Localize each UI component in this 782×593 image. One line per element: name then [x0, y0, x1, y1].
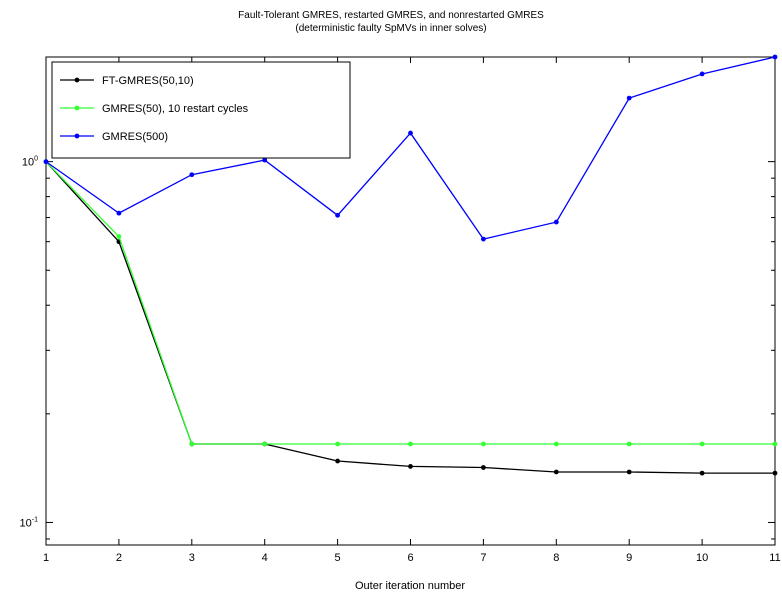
data-point	[262, 157, 268, 163]
data-point	[699, 441, 705, 447]
data-point	[408, 130, 413, 136]
x-tick-label: 4	[262, 552, 268, 564]
data-point	[699, 71, 705, 77]
data-point	[553, 441, 559, 447]
data-point	[335, 458, 340, 464]
legend-marker	[74, 105, 80, 111]
y-tick-label: 100	[22, 156, 38, 169]
legend-marker	[74, 77, 80, 83]
data-point	[626, 441, 632, 447]
legend-marker	[74, 133, 80, 139]
x-tick-label: 9	[626, 552, 632, 564]
data-point	[335, 212, 340, 218]
x-tick-label: 7	[480, 552, 486, 564]
data-point	[189, 441, 195, 447]
x-tick-label: 6	[407, 552, 413, 564]
x-axis-label: Outer iteration number	[355, 580, 465, 592]
legend-label: GMRES(500)	[102, 131, 168, 143]
data-point	[772, 470, 778, 476]
data-point	[189, 172, 195, 178]
data-point	[772, 54, 778, 60]
data-point	[553, 219, 559, 225]
legend-box	[51, 61, 351, 159]
x-tick-label: 2	[116, 552, 122, 564]
legend-label: GMRES(50), 10 restart cycles	[102, 103, 249, 115]
x-tick-label: 1	[43, 552, 49, 564]
legend-label: FT-GMRES(50,10)	[102, 75, 194, 87]
x-tick-label: 11	[769, 552, 780, 564]
data-point	[408, 441, 413, 447]
data-point	[481, 441, 486, 447]
data-point	[116, 234, 122, 239]
data-point	[262, 441, 268, 447]
chart-title: Fault-Tolerant GMRES, restarted GMRES, a…	[238, 10, 544, 21]
legend: FT-GMRES(50,10) GMRES(50), 10 restart cyc…	[51, 61, 351, 159]
x-tick-label: 3	[189, 552, 195, 564]
x-tick-label: 5	[335, 552, 341, 564]
data-point	[43, 159, 49, 165]
data-point	[481, 465, 486, 470]
chart-subtitle: (deterministic faulty SpMVs in inner sol…	[295, 23, 487, 34]
y-tick-label: 10-1	[20, 516, 39, 529]
data-point	[772, 441, 778, 447]
x-tick-label: 10	[696, 552, 708, 564]
x-tick-label: 8	[553, 552, 559, 564]
series-lines	[43, 54, 778, 476]
data-point	[699, 470, 705, 476]
data-point	[116, 210, 122, 216]
data-point	[626, 95, 632, 101]
data-point	[626, 469, 632, 475]
tick-marks	[45, 57, 776, 545]
data-point	[335, 441, 340, 447]
data-point	[408, 464, 413, 469]
x-tick-labels: 1 2 3 4 5 6 7 8 9 10 11	[43, 552, 781, 564]
data-point	[481, 236, 486, 242]
y-tick-labels: 100 10-1	[20, 156, 39, 530]
data-point	[553, 469, 559, 475]
